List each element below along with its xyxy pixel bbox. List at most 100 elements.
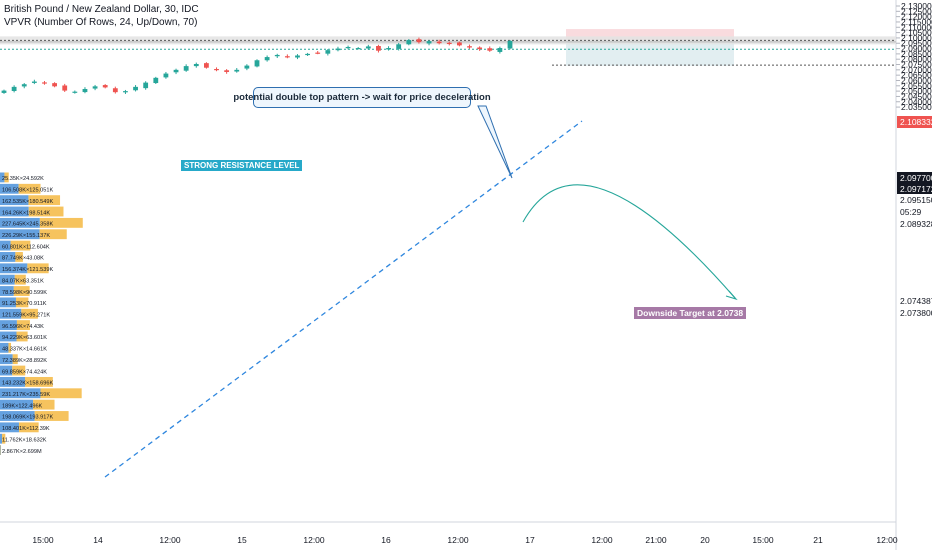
candle-body (436, 41, 442, 44)
candle (42, 81, 47, 85)
x-tick-label: 21 (813, 535, 823, 545)
candle-body (72, 91, 78, 93)
price-badge-target: 2.073800 (897, 307, 932, 319)
volume-down-bar (13, 286, 30, 296)
volume-down-bar (16, 320, 30, 331)
volume-down-bar (16, 331, 28, 342)
volume-profile-row: 78.598K×90.599K (0, 286, 47, 296)
volume-profile-row: 25.35K×24.592K (0, 172, 44, 183)
volume-down-bar (40, 388, 82, 399)
callout-pointer (477, 105, 513, 179)
candle-body (426, 41, 432, 44)
y-tick-label: 2.055000 (901, 81, 932, 91)
y-tick-label: 2.090000 (901, 44, 932, 54)
volume-up-bar (0, 433, 3, 444)
forecast-arrowhead (725, 290, 738, 301)
candle-body (153, 77, 159, 84)
candle-body (52, 83, 57, 87)
candle (406, 39, 412, 46)
volume-profile-row: 96.596K×74.43K (0, 320, 44, 331)
candle (72, 90, 78, 94)
x-tick-label: 12:00 (303, 535, 325, 545)
candle-body (224, 70, 230, 72)
candle-body (254, 60, 260, 67)
price-badge-resistance: 2.097700 (897, 172, 932, 184)
volume-down-bar (33, 399, 55, 410)
volume-profile-label: 96.596K×74.43K (2, 324, 44, 330)
profit-target-zone (566, 40, 734, 66)
y-tick-label: 2.110000 (901, 22, 932, 32)
candle (426, 39, 432, 46)
pattern-callout[interactable]: potential double top pattern -> wait for… (233, 87, 491, 108)
volume-profile-label: 162.535K×180.549K (2, 199, 53, 205)
candle (234, 68, 240, 73)
candle-body (386, 48, 391, 50)
volume-profile-row: 143.232K×158.696K (0, 376, 53, 387)
volume-down-bar (12, 365, 26, 376)
x-tick-label: 12:00 (591, 535, 613, 545)
volume-up-bar (0, 308, 22, 319)
candle-body (507, 40, 513, 49)
volume-down-bar (27, 263, 49, 274)
candle-body (42, 82, 47, 84)
volume-profile-row: 227.645K×245.358K (0, 217, 83, 228)
candle (416, 37, 422, 44)
volume-profile-label: 231.217K×235.59K (2, 392, 50, 398)
candle-body (62, 85, 68, 91)
volume-profile-row: 164.26K×198.514K (0, 206, 64, 217)
candle-body (123, 91, 128, 93)
candle-body (416, 39, 422, 43)
candle-body (355, 48, 361, 50)
candle (436, 39, 442, 45)
volume-profile-label: 25.35K×24.592K (2, 176, 44, 182)
volume-down-bar (14, 274, 26, 285)
symbol-title[interactable]: British Pound / New Zealand Dollar, 30, … (4, 4, 199, 15)
volume-profile-label: 156.374K×121.539K (2, 267, 53, 273)
candle-body (1, 90, 7, 93)
volume-down-bar (4, 172, 9, 183)
volume-up-bar (0, 320, 17, 331)
volume-profile-row: 94.229K×63.601K (0, 331, 47, 342)
candle (163, 71, 169, 79)
volume-down-bar (28, 206, 64, 217)
volume-down-bar (15, 252, 23, 262)
candle-body (21, 84, 27, 87)
y-tick-label: 2.115000 (901, 17, 932, 27)
volume-profile-label: 69.859K×74.424K (2, 369, 47, 375)
volume-profile-label: 87.749K×43.08K (2, 256, 44, 262)
volume-down-bar (34, 411, 69, 421)
volume-up-bar (0, 252, 16, 262)
y-tick-label: 2.060000 (901, 75, 932, 85)
candle-body (345, 46, 351, 49)
y-tick-label: 2.085000 (901, 49, 932, 59)
volume-up-bar (0, 411, 35, 421)
candle-body (315, 52, 321, 54)
volume-down-bar (28, 195, 61, 206)
candle (153, 76, 159, 84)
volume-up-bar (0, 445, 1, 455)
candle (1, 89, 7, 94)
y-tick-label: 2.065000 (901, 70, 932, 80)
price-badge-entry: 2.089328 (897, 218, 932, 230)
volume-up-bar (0, 263, 28, 274)
volume-profile-label: 108.401K×112.39K (2, 426, 50, 432)
vpvr-indicator-title[interactable]: VPVR (Number Of Rows, 24, Up/Down, 70) (4, 17, 198, 28)
downside-target-label[interactable]: Downside Target at 2.0738 (634, 307, 747, 319)
resistance-label[interactable]: STRONG RESISTANCE LEVEL (181, 160, 303, 171)
candle (62, 83, 68, 92)
candle (112, 86, 118, 94)
candle-body (457, 42, 462, 46)
candle-body (264, 57, 270, 61)
volume-down-bar (39, 217, 83, 228)
candle-body (446, 42, 452, 45)
volume-profile-label: 143.232K×158.696K (2, 381, 53, 387)
volume-profile-row: 91.253K×70.911K (0, 297, 47, 308)
volume-up-bar (0, 297, 16, 308)
volume-down-bar (39, 229, 67, 240)
volume-profile-label: 72.389K×28.892K (2, 358, 47, 364)
volume-up-bar (0, 183, 19, 194)
candle (396, 42, 402, 51)
volume-profile-label: 60.801K×112.604K (2, 244, 50, 250)
volume-profile-label: 91.253K×70.911K (2, 301, 47, 307)
